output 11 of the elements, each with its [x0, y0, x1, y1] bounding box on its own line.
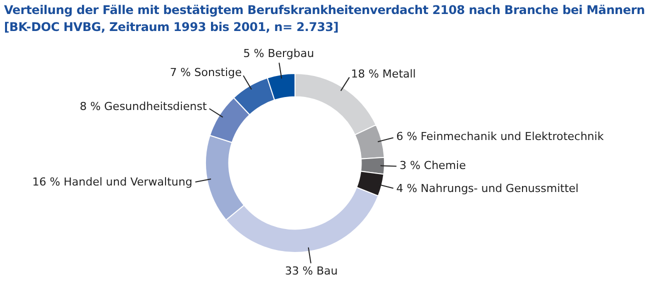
slice-label: 3 % Chemie [399, 159, 466, 172]
slice-label: 4 % Nahrungs- und Genussmittel [396, 182, 579, 195]
slice-label: 8 % Gesundheitsdienst [80, 100, 208, 113]
slice-label: 7 % Sonstige [170, 66, 242, 79]
chart-title: Verteilung der Fälle mit bestätigtem Berufskrankheitenverdacht 2108 nach Branche bei Männern [4, 2, 645, 19]
slice-label: 5 % Bergbau [243, 47, 314, 60]
slice-label: 33 % Bau [284, 264, 338, 278]
chart-subtitle: [BK-DOC HVBG, Zeitraum 1993 bis 2001, n= 2.733] [4, 19, 340, 36]
slice-label: 16 % Handel und Verwaltung [32, 175, 192, 188]
slice-label: 6 % Feinmechanik und Elektrotechnik [396, 130, 604, 143]
slice-label: 18 % Metall [350, 68, 416, 81]
